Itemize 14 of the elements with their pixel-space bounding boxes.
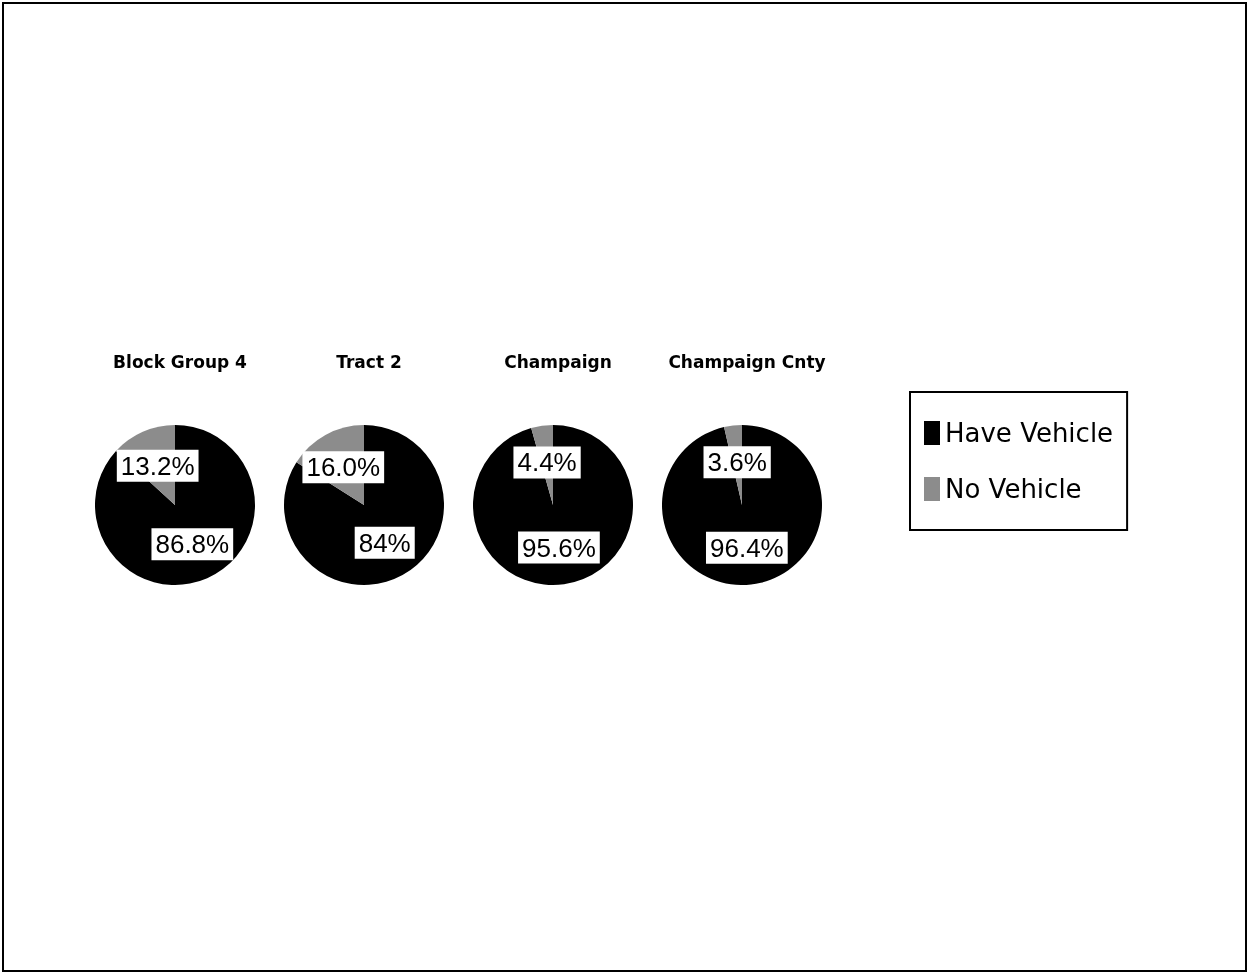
data-label: 95.6% [522, 532, 596, 563]
data-label: 13.2% [120, 450, 195, 481]
slice-label: Champaign Cnty [668, 351, 826, 372]
data-label: 84% [358, 527, 411, 558]
data-label: 3.6% [707, 447, 767, 478]
data-label: 16.0% [306, 452, 381, 483]
data-label: 86.8% [155, 529, 230, 560]
legend-label: No Vehicle [945, 474, 1082, 504]
data-label: 96.4% [709, 532, 784, 563]
slice-label: Champaign [504, 351, 612, 372]
legend-label: Have Vehicle [945, 418, 1114, 448]
data-label: 4.4% [517, 447, 577, 478]
slice-label: Tract 2 [336, 351, 402, 372]
slice-label: Block Group 4 [113, 351, 248, 372]
